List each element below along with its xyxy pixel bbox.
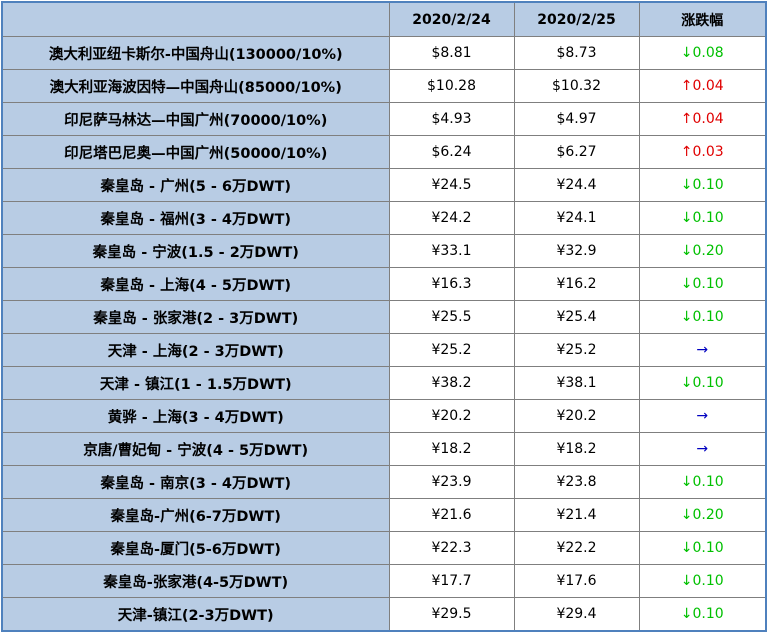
change-cell: ↓0.10	[638, 168, 767, 202]
change-cell: →	[638, 399, 767, 433]
price-cell: ¥22.3	[388, 531, 515, 565]
price-cell: ¥24.2	[388, 201, 515, 235]
table-row: 印尼塔巴尼奥—中国广州(50000/10%) $6.24 $6.27 ↑0.03	[1, 135, 767, 169]
price-cell: ¥38.2	[388, 366, 515, 400]
route-cell: 秦皇岛 - 上海(4 - 5万DWT)	[1, 267, 390, 301]
route-cell: 秦皇岛-厦门(5-6万DWT)	[1, 531, 390, 565]
route-cell: 印尼塔巴尼奥—中国广州(50000/10%)	[1, 135, 390, 169]
change-cell: ↓0.20	[638, 234, 767, 268]
route-cell: 澳大利亚纽卡斯尔-中国舟山(130000/10%)	[1, 36, 390, 70]
price-cell: ¥32.9	[513, 234, 640, 268]
change-cell: ↓0.10	[638, 366, 767, 400]
change-cell: →	[638, 432, 767, 466]
price-cell: ¥38.1	[513, 366, 640, 400]
price-cell: $4.97	[513, 102, 640, 136]
change-cell: ↓0.10	[638, 300, 767, 334]
change-cell: ↓0.10	[638, 267, 767, 301]
price-cell: $10.32	[513, 69, 640, 103]
price-cell: $4.93	[388, 102, 515, 136]
table-row: 黄骅 - 上海(3 - 4万DWT) ¥20.2 ¥20.2 →	[1, 399, 767, 433]
change-cell: ↓0.10	[638, 201, 767, 235]
table-row: 秦皇岛-广州(6-7万DWT) ¥21.6 ¥21.4 ↓0.20	[1, 498, 767, 532]
price-cell: ¥18.2	[513, 432, 640, 466]
table-body: 澳大利亚纽卡斯尔-中国舟山(130000/10%) $8.81 $8.73 ↓0.08…	[1, 36, 767, 632]
table-row: 秦皇岛 - 张家港(2 - 3万DWT) ¥25.5 ¥25.4 ↓0.10	[1, 300, 767, 334]
header-cell: 2020/2/24	[388, 1, 515, 37]
price-cell: ¥29.4	[513, 597, 640, 632]
route-cell: 秦皇岛 - 张家港(2 - 3万DWT)	[1, 300, 390, 334]
price-cell: ¥23.8	[513, 465, 640, 499]
price-cell: ¥25.2	[388, 333, 515, 367]
table-row: 秦皇岛 - 宁波(1.5 - 2万DWT) ¥33.1 ¥32.9 ↓0.20	[1, 234, 767, 268]
table-row: 京唐/曹妃甸 - 宁波(4 - 5万DWT) ¥18.2 ¥18.2 →	[1, 432, 767, 466]
route-cell: 秦皇岛 - 南京(3 - 4万DWT)	[1, 465, 390, 499]
price-cell: $8.81	[388, 36, 515, 70]
header-cell: 涨跌幅	[638, 1, 767, 37]
price-cell: ¥24.5	[388, 168, 515, 202]
route-cell: 秦皇岛-广州(6-7万DWT)	[1, 498, 390, 532]
header-cell: 2020/2/25	[513, 1, 640, 37]
price-cell: ¥23.9	[388, 465, 515, 499]
price-cell: ¥20.2	[513, 399, 640, 433]
route-cell: 秦皇岛-张家港(4-5万DWT)	[1, 564, 390, 598]
table-row: 秦皇岛 - 福州(3 - 4万DWT) ¥24.2 ¥24.1 ↓0.10	[1, 201, 767, 235]
table-row: 秦皇岛 - 广州(5 - 6万DWT) ¥24.5 ¥24.4 ↓0.10	[1, 168, 767, 202]
price-cell: ¥25.5	[388, 300, 515, 334]
price-cell: ¥16.2	[513, 267, 640, 301]
change-cell: ↓0.10	[638, 597, 767, 632]
corner-cell	[1, 1, 390, 37]
price-cell: $8.73	[513, 36, 640, 70]
price-cell: ¥20.2	[388, 399, 515, 433]
table-row: 天津 - 上海(2 - 3万DWT) ¥25.2 ¥25.2 →	[1, 333, 767, 367]
route-cell: 印尼萨马林达—中国广州(70000/10%)	[1, 102, 390, 136]
route-cell: 天津 - 上海(2 - 3万DWT)	[1, 333, 390, 367]
change-cell: ↓0.10	[638, 465, 767, 499]
table-row: 秦皇岛-厦门(5-6万DWT) ¥22.3 ¥22.2 ↓0.10	[1, 531, 767, 565]
route-cell: 京唐/曹妃甸 - 宁波(4 - 5万DWT)	[1, 432, 390, 466]
price-cell: ¥25.4	[513, 300, 640, 334]
change-cell: ↑0.04	[638, 69, 767, 103]
route-cell: 黄骅 - 上海(3 - 4万DWT)	[1, 399, 390, 433]
price-cell: ¥24.1	[513, 201, 640, 235]
price-cell: ¥24.4	[513, 168, 640, 202]
change-cell: ↓0.08	[638, 36, 767, 70]
change-cell: →	[638, 333, 767, 367]
price-cell: ¥17.6	[513, 564, 640, 598]
route-cell: 秦皇岛 - 福州(3 - 4万DWT)	[1, 201, 390, 235]
table-row: 秦皇岛 - 上海(4 - 5万DWT) ¥16.3 ¥16.2 ↓0.10	[1, 267, 767, 301]
route-cell: 澳大利亚海波因特—中国舟山(85000/10%)	[1, 69, 390, 103]
route-cell: 秦皇岛 - 广州(5 - 6万DWT)	[1, 168, 390, 202]
change-cell: ↓0.10	[638, 531, 767, 565]
price-cell: ¥33.1	[388, 234, 515, 268]
route-cell: 天津 - 镇江(1 - 1.5万DWT)	[1, 366, 390, 400]
route-cell: 天津-镇江(2-3万DWT)	[1, 597, 390, 632]
price-cell: $6.24	[388, 135, 515, 169]
change-cell: ↑0.03	[638, 135, 767, 169]
table-row: 澳大利亚纽卡斯尔-中国舟山(130000/10%) $8.81 $8.73 ↓0.08	[1, 36, 767, 70]
table-row: 澳大利亚海波因特—中国舟山(85000/10%) $10.28 $10.32 ↑0.0…	[1, 69, 767, 103]
change-cell: ↓0.20	[638, 498, 767, 532]
price-cell: $10.28	[388, 69, 515, 103]
price-cell: ¥22.2	[513, 531, 640, 565]
price-cell: ¥21.6	[388, 498, 515, 532]
price-cell: ¥18.2	[388, 432, 515, 466]
table-row: 秦皇岛 - 南京(3 - 4万DWT) ¥23.9 ¥23.8 ↓0.10	[1, 465, 767, 499]
price-cell: ¥17.7	[388, 564, 515, 598]
price-cell: ¥21.4	[513, 498, 640, 532]
route-cell: 秦皇岛 - 宁波(1.5 - 2万DWT)	[1, 234, 390, 268]
change-cell: ↓0.10	[638, 564, 767, 598]
table-row: 天津-镇江(2-3万DWT) ¥29.5 ¥29.4 ↓0.10	[1, 597, 767, 632]
price-cell: ¥25.2	[513, 333, 640, 367]
price-cell: ¥29.5	[388, 597, 515, 632]
header-row: 2020/2/24 2020/2/25 涨跌幅	[1, 1, 767, 37]
table-row: 秦皇岛-张家港(4-5万DWT) ¥17.7 ¥17.6 ↓0.10	[1, 564, 767, 598]
table-row: 印尼萨马林达—中国广州(70000/10%) $4.93 $4.97 ↑0.04	[1, 102, 767, 136]
change-cell: ↑0.04	[638, 102, 767, 136]
table-row: 天津 - 镇江(1 - 1.5万DWT) ¥38.2 ¥38.1 ↓0.10	[1, 366, 767, 400]
price-cell: $6.27	[513, 135, 640, 169]
price-cell: ¥16.3	[388, 267, 515, 301]
